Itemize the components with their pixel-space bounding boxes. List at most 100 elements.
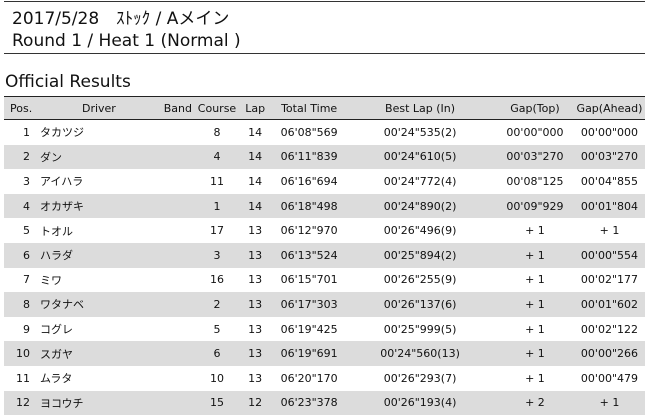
column-header-driver: Driver (39, 96, 158, 120)
cell-driver: オカザキ (39, 193, 158, 219)
table-row: 9 コグレ 5 13 06'19"425 00'25"999(5) + 1 00'02"122 (4, 317, 645, 342)
cell-gap-ahead: + 1 (573, 390, 645, 416)
cell-best-lap: 00'26"193(4) (344, 390, 496, 416)
cell-driver: ダン (39, 144, 158, 170)
table-row: 1 タカツジ 8 14 06'08"569 00'24"535(2) 00'00"000 00… (4, 120, 645, 145)
cell-gap-ahead: 00'00"554 (573, 242, 645, 268)
cell-gap-ahead: 00'00"000 (580, 125, 638, 139)
cell-pos: 12 (4, 390, 40, 416)
cell-gap-top: + 1 (525, 322, 545, 336)
cell-best-lap: 00'24"535(2) (383, 125, 457, 139)
cell-total-time: 06'19"425 (280, 322, 338, 336)
event-title: 2017/5/28 ｽﾄｯｸ / Aメイン (12, 9, 230, 29)
cell-band (157, 242, 198, 268)
cell-total-time: 06'12"970 (280, 224, 338, 238)
cell-course: 3 (197, 242, 237, 268)
cell-gap-ahead: 00'00"266 (573, 341, 645, 366)
cell-gap-ahead: 00'01"804 (573, 193, 645, 219)
cell-lap: 13 (248, 322, 263, 336)
cell-gap-top: + 1 (525, 371, 545, 385)
cell-gap-ahead: 00'01"602 (573, 292, 645, 317)
cell-course: 10 (210, 371, 224, 385)
cell-course: 11 (210, 174, 224, 188)
cell-band (158, 366, 198, 391)
cell-gap-top: 00'00"000 (506, 125, 564, 139)
cell-pos: 1 (22, 125, 30, 139)
cell-best-lap: 00'24"560(13) (344, 341, 496, 366)
cell-band (157, 144, 198, 170)
table-row: 2 ダン 4 14 06'11"839 00'24"610(5) 00'03"270 00'0… (4, 144, 645, 170)
table-row: 4 オカザキ 1 14 06'18"498 00'24"890(2) 00'09"929 00… (4, 193, 645, 219)
cell-best-lap: 00'24"610(5) (344, 144, 496, 170)
column-header-total-time: Total Time (274, 96, 345, 120)
heat-title: Round 1 / Heat 1 (Normal ) (12, 31, 241, 51)
table-row: 7 ミワ 16 13 06'15"701 00'26"255(9) + 1 00'02"177 (4, 268, 645, 293)
cell-lap: 13 (248, 273, 263, 287)
cell-course: 15 (197, 390, 237, 416)
column-header-gap-ahead: Gap(Ahead) (573, 96, 645, 120)
cell-gap-ahead: 00'03"270 (573, 144, 645, 170)
cell-band (157, 390, 198, 416)
cell-driver: ヨコウチ (39, 390, 158, 416)
cell-band (158, 317, 198, 342)
cell-lap: 13 (236, 242, 275, 268)
cell-gap-top: + 1 (525, 224, 545, 238)
cell-pos: 4 (4, 193, 40, 219)
cell-best-lap: 00'26"137(6) (344, 292, 496, 317)
cell-driver: ムラタ (39, 372, 73, 386)
cell-course: 16 (210, 273, 224, 287)
cell-band (158, 120, 198, 145)
cell-lap: 13 (236, 341, 275, 366)
cell-gap-ahead: 00'02"177 (580, 273, 638, 287)
cell-total-time: 06'17"303 (274, 292, 345, 317)
cell-total-time: 06'13"524 (274, 242, 345, 268)
cell-driver: トオル (39, 224, 73, 238)
cell-gap-top: 00'09"929 (495, 193, 574, 219)
table-row: 8 ワタナベ 2 13 06'17"303 00'26"137(6) + 1 00'01"60… (4, 292, 645, 317)
title-rule (4, 53, 645, 54)
cell-total-time: 06'08"569 (280, 125, 338, 139)
cell-best-lap: 00'24"772(4) (383, 174, 457, 188)
cell-lap: 13 (248, 224, 263, 238)
column-header-lap: Lap (236, 96, 275, 120)
cell-lap: 14 (248, 125, 263, 139)
cell-lap: 14 (248, 174, 263, 188)
cell-course: 2 (197, 292, 237, 317)
table-row: 6 ハラダ 3 13 06'13"524 00'25"894(2) + 1 00'00"554 (4, 242, 645, 268)
cell-best-lap: 00'26"496(9) (383, 224, 457, 238)
cell-best-lap: 00'26"293(7) (383, 371, 457, 385)
table-row: 12 ヨコウチ 15 12 06'23"378 00'26"193(4) + 2 + 1 (4, 390, 645, 416)
top-rule (4, 1, 645, 2)
cell-best-lap: 00'26"255(9) (383, 273, 457, 287)
cell-best-lap: 00'24"890(2) (344, 193, 496, 219)
cell-pos: 2 (4, 144, 40, 170)
column-header-pos: Pos. (4, 96, 40, 120)
cell-course: 17 (210, 224, 224, 238)
cell-pos: 6 (4, 242, 40, 268)
cell-total-time: 06'16"694 (280, 174, 338, 188)
cell-band (158, 218, 198, 243)
cell-gap-top: + 1 (525, 273, 545, 287)
cell-lap: 13 (236, 292, 275, 317)
cell-band (157, 341, 198, 366)
cell-course: 4 (197, 144, 237, 170)
cell-gap-top: + 1 (495, 292, 574, 317)
cell-course: 6 (197, 341, 237, 366)
results-table: Pos. Driver Band Course Lap Total Time Best La… (4, 96, 645, 416)
table-row: 11 ムラタ 10 13 06'20"170 00'26"293(7) + 1 00'00"4… (4, 366, 645, 391)
cell-driver: ハラダ (39, 242, 158, 268)
cell-pos: 3 (22, 174, 30, 188)
cell-pos: 5 (22, 224, 30, 238)
cell-pos: 9 (22, 322, 30, 336)
cell-total-time: 06'19"691 (274, 341, 345, 366)
cell-gap-ahead: + 1 (599, 224, 620, 238)
cell-total-time: 06'18"498 (274, 193, 345, 219)
cell-driver: ミワ (39, 273, 62, 287)
cell-gap-ahead: 00'00"479 (580, 371, 638, 385)
cell-pos: 11 (15, 371, 30, 385)
cell-band (158, 169, 198, 194)
cell-driver: コグレ (39, 323, 73, 337)
cell-course: 8 (213, 125, 221, 139)
cell-lap: 14 (236, 144, 275, 170)
table-row: 5 トオル 17 13 06'12"970 00'26"496(9) + 1 + 1 (4, 218, 645, 243)
